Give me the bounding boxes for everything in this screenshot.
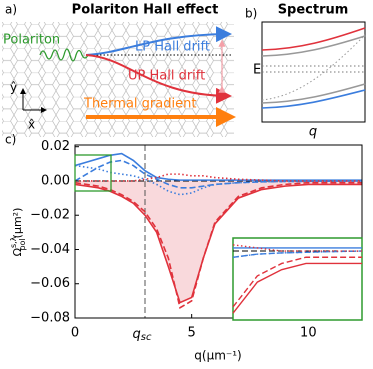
lp-path: [85, 26, 232, 56]
zoom-box: [74, 154, 112, 192]
spectrum-line: [261, 34, 366, 101]
series-line: [74, 164, 363, 196]
y-tick-label: 0.02: [41, 139, 70, 154]
spectrum-line: [261, 27, 366, 51]
plot-frame: [74, 144, 363, 319]
x-tick-label: 10: [300, 326, 317, 341]
inset-line: [232, 262, 362, 314]
panel-b: b) Spectrum E q: [245, 3, 366, 140]
inset-line: [232, 250, 363, 258]
panel-label: a): [5, 3, 17, 17]
panel-title: Spectrum: [278, 3, 349, 18]
y-label-sub: pol: [18, 238, 27, 250]
y-tick-label: −0.04: [30, 242, 70, 257]
area-fill: [75, 180, 362, 303]
y-tick-label: −0.02: [30, 208, 70, 223]
axis-label: x̂: [28, 118, 35, 132]
axis-label: E: [253, 63, 261, 78]
y-tick-label: −0.08: [30, 311, 70, 326]
qsc-symbol: q: [133, 327, 141, 342]
lp-label: LP Hall drift: [135, 40, 210, 55]
axis-label: q: [309, 125, 317, 140]
panel-label: b): [245, 7, 257, 21]
polariton-label: Polariton: [3, 33, 60, 48]
inset-frame: [232, 237, 363, 321]
up-label: UP Hall drift: [128, 69, 205, 84]
qsc-label: qsc: [133, 327, 152, 344]
inset-line: [232, 244, 362, 252]
panel-title: Polariton Hall effect: [72, 3, 219, 18]
y-tick-label: 0.00: [41, 173, 70, 188]
qsc-sub: sc: [141, 332, 152, 343]
x-tick-label: 0: [71, 326, 79, 341]
spectrum-line: [261, 89, 366, 109]
panel-label: c): [5, 133, 16, 147]
y-tick-label: −0.06: [30, 276, 70, 291]
spectrum-line: [261, 83, 366, 104]
inset-line: [232, 256, 362, 308]
y-label-unit: (μm²): [11, 208, 24, 239]
series-line: [74, 152, 362, 181]
spectrum-line: [261, 35, 366, 57]
up-path: [85, 54, 232, 104]
gradient-label: Thermal gradient: [83, 97, 196, 112]
y-axis-label: Ωs,λpol(μm²): [9, 208, 27, 257]
panel-a: a) Polariton Hall effect Polariton LP Ha…: [2, 3, 236, 137]
y-label-symbol: Ω: [11, 248, 24, 256]
wave: [39, 48, 89, 62]
x-tick-label: 5: [188, 326, 196, 341]
x-axis-label: q(μm⁻¹): [194, 349, 241, 363]
axis-label: ŷ: [10, 81, 17, 95]
series-line: [74, 181, 362, 309]
y-label-sup: s,λ: [9, 236, 18, 248]
